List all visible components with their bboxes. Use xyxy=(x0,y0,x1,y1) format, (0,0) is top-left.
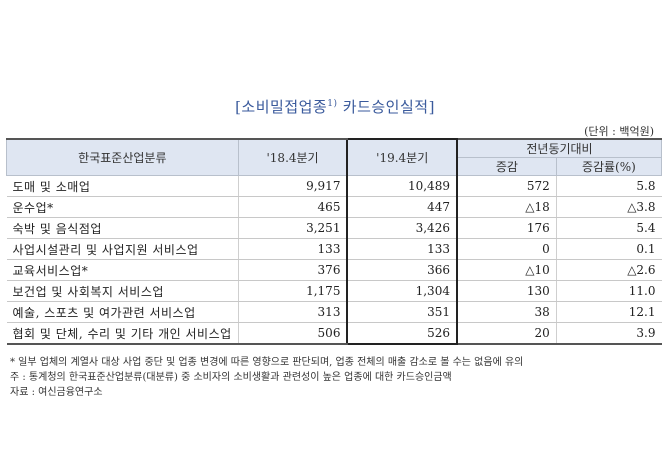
row-change-value: 130 xyxy=(456,280,557,302)
footnote-note: 주 : 통계청의 한국표준산업분류(대분류) 중 소비자의 소비생활과 관련성이… xyxy=(10,372,452,383)
row-2018q4-value: 9,917 xyxy=(237,175,348,197)
row-category: 협회 및 단체, 수리 및 기타 개인 서비스업 xyxy=(6,322,239,345)
row-rate-value: 12.1 xyxy=(555,301,662,323)
row-2019q4-value: 1,304 xyxy=(346,280,458,302)
row-category: 도매 및 소매업 xyxy=(6,175,239,197)
row-2019q4-value: 3,426 xyxy=(346,217,458,239)
row-change-value: 0 xyxy=(456,238,557,260)
row-2019q4-value: 526 xyxy=(346,322,458,345)
row-rate-value: 11.0 xyxy=(555,280,662,302)
row-2019q4-value: 351 xyxy=(346,301,458,323)
title-footnote-mark: 1) xyxy=(327,99,338,109)
footnote-source: 자료 : 여신금융연구소 xyxy=(10,387,103,398)
row-change-value: 176 xyxy=(456,217,557,239)
title-rest: 카드승인실적] xyxy=(342,98,435,116)
row-change-value: △10 xyxy=(456,259,557,281)
header-2019q4: '19.4분기 xyxy=(346,138,458,176)
row-2019q4-value: 133 xyxy=(346,238,458,260)
row-category: 보건업 및 사회복지 서비스업 xyxy=(6,280,239,302)
row-rate-value: 5.4 xyxy=(555,217,662,239)
row-change-value: 20 xyxy=(456,322,557,345)
row-category: 교육서비스업* xyxy=(6,259,239,281)
table-row: 교육서비스업* 376 366 △10 △2.6 xyxy=(6,259,662,281)
row-rate-value: △3.8 xyxy=(555,196,662,218)
unit-label: (단위 : 백억원) xyxy=(584,125,654,138)
row-rate-value: △2.6 xyxy=(555,259,662,281)
row-category: 사업시설관리 및 사업지원 서비스업 xyxy=(6,238,239,260)
row-2019q4-value: 366 xyxy=(346,259,458,281)
header-2018q4: '18.4분기 xyxy=(237,138,348,176)
row-2018q4-value: 313 xyxy=(237,301,348,323)
card-approval-table: 한국표준산업분류 '18.4분기 '19.4분기 전년동기대비 증감 증감률(%… xyxy=(6,138,663,345)
table-title: [소비밀접업종1) 카드승인실적] xyxy=(0,96,670,117)
table-row: 운수업* 465 447 △18 △3.8 xyxy=(6,196,662,218)
row-category: 예술, 스포츠 및 여가관련 서비스업 xyxy=(6,301,239,323)
row-rate-value: 3.9 xyxy=(555,322,662,345)
row-2018q4-value: 1,175 xyxy=(237,280,348,302)
table-row: 보건업 및 사회복지 서비스업 1,175 1,304 130 11.0 xyxy=(6,280,662,302)
row-2018q4-value: 376 xyxy=(237,259,348,281)
row-rate-value: 5.8 xyxy=(555,175,662,197)
header-category: 한국표준산업분류 xyxy=(6,138,239,176)
footnote-asterisk: * 일부 업체의 계열사 대상 사업 중단 및 업종 변경에 따른 영향으로 판… xyxy=(10,357,524,368)
row-2019q4-value: 447 xyxy=(346,196,458,218)
table-row: 예술, 스포츠 및 여가관련 서비스업 313 351 38 12.1 xyxy=(6,301,662,323)
title-main: [소비밀접업종 xyxy=(235,98,328,116)
table-row: 숙박 및 음식점업 3,251 3,426 176 5.4 xyxy=(6,217,662,239)
footnotes: * 일부 업체의 계열사 대상 사업 중단 및 업종 변경에 따른 영향으로 판… xyxy=(10,355,523,400)
header-yoy: 전년동기대비 xyxy=(456,138,662,158)
header-rate: 증감률(%) xyxy=(555,157,663,176)
row-change-value: 572 xyxy=(456,175,557,197)
table-row: 협회 및 단체, 수리 및 기타 개인 서비스업 506 526 20 3.9 xyxy=(6,322,662,345)
row-change-value: 38 xyxy=(456,301,557,323)
header-change: 증감 xyxy=(456,157,557,176)
row-change-value: △18 xyxy=(456,196,557,218)
row-2019q4-value: 10,489 xyxy=(346,175,458,197)
table-row: 도매 및 소매업 9,917 10,489 572 5.8 xyxy=(6,175,662,197)
table-row: 사업시설관리 및 사업지원 서비스업 133 133 0 0.1 xyxy=(6,238,662,260)
row-2018q4-value: 3,251 xyxy=(237,217,348,239)
row-category: 숙박 및 음식점업 xyxy=(6,217,239,239)
row-category: 운수업* xyxy=(6,196,239,218)
row-2018q4-value: 506 xyxy=(237,322,348,345)
row-2018q4-value: 133 xyxy=(237,238,348,260)
row-2018q4-value: 465 xyxy=(237,196,348,218)
row-rate-value: 0.1 xyxy=(555,238,662,260)
